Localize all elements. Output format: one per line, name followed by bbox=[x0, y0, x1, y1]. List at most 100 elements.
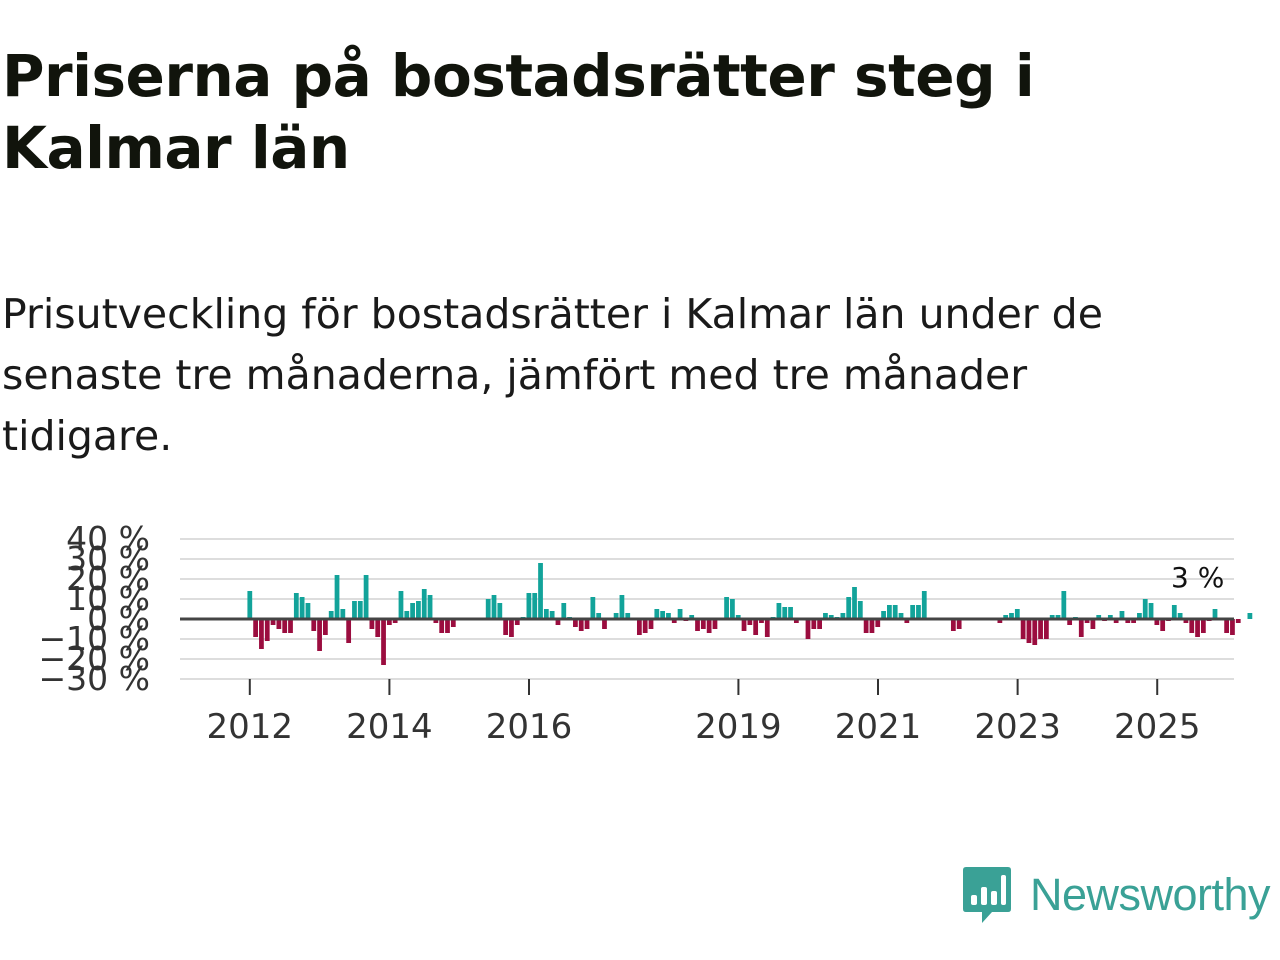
bar bbox=[840, 613, 846, 619]
bar bbox=[450, 619, 456, 627]
bar bbox=[793, 619, 799, 623]
brand-name: Newsworthy bbox=[1030, 869, 1271, 920]
bar bbox=[526, 593, 532, 619]
bar bbox=[823, 613, 828, 619]
bar bbox=[555, 619, 561, 625]
bar bbox=[485, 599, 491, 619]
y-tick-label: −10 % bbox=[39, 619, 151, 658]
bar bbox=[270, 619, 276, 625]
bar bbox=[410, 603, 415, 619]
bar bbox=[363, 575, 369, 619]
bar bbox=[590, 597, 596, 619]
bar bbox=[392, 619, 398, 623]
bar bbox=[1061, 591, 1067, 619]
bar bbox=[782, 607, 788, 619]
bar bbox=[1003, 615, 1009, 619]
bar bbox=[305, 603, 311, 619]
bar bbox=[282, 619, 288, 633]
bar bbox=[445, 619, 450, 633]
bar bbox=[386, 619, 392, 625]
bar bbox=[1084, 619, 1090, 623]
bar bbox=[439, 619, 445, 633]
x-tick-label: 2021 bbox=[835, 707, 922, 740]
bar bbox=[724, 597, 729, 619]
bar-chart: 40 %30 %20 %10 %0 %−10 %−20 %−30 % 2012 20… bbox=[39, 520, 1253, 740]
bar bbox=[578, 619, 584, 631]
bar bbox=[1014, 609, 1020, 619]
bar bbox=[916, 605, 921, 619]
bar bbox=[677, 609, 683, 619]
bar bbox=[997, 619, 1003, 623]
bar bbox=[264, 619, 270, 641]
bar bbox=[357, 601, 363, 619]
bar bbox=[892, 605, 898, 619]
gridlines bbox=[180, 538, 1234, 680]
bar bbox=[427, 595, 433, 619]
bar bbox=[1212, 609, 1218, 619]
bar bbox=[619, 595, 625, 619]
bar bbox=[671, 619, 677, 623]
bar bbox=[956, 619, 962, 629]
bar bbox=[1009, 613, 1014, 619]
bar bbox=[247, 591, 253, 619]
bar bbox=[1189, 619, 1195, 633]
bar bbox=[596, 613, 602, 619]
bar bbox=[852, 587, 857, 619]
bar bbox=[1090, 619, 1096, 629]
bar bbox=[950, 619, 956, 631]
bars bbox=[247, 563, 1253, 665]
bar bbox=[846, 597, 852, 619]
bar bbox=[352, 601, 357, 619]
bar bbox=[381, 619, 386, 665]
bar bbox=[863, 619, 869, 633]
bar bbox=[323, 619, 328, 635]
bar bbox=[1055, 615, 1061, 619]
bar bbox=[1247, 613, 1253, 619]
bar bbox=[538, 563, 543, 619]
bar bbox=[509, 619, 514, 637]
bar bbox=[1171, 605, 1177, 619]
bar bbox=[375, 619, 381, 637]
bar bbox=[1026, 619, 1032, 643]
chart-title: Priserna på bostadsrätter steg i Kalmar … bbox=[2, 42, 1035, 182]
bar bbox=[741, 619, 747, 631]
bar bbox=[648, 619, 654, 629]
bar bbox=[433, 619, 439, 623]
bar bbox=[1224, 619, 1230, 633]
bar bbox=[346, 619, 352, 643]
bar bbox=[642, 619, 648, 633]
bar bbox=[421, 589, 427, 619]
bar bbox=[700, 619, 706, 629]
bar bbox=[1230, 619, 1235, 635]
bar bbox=[625, 613, 631, 619]
bar bbox=[549, 611, 555, 619]
bar bbox=[1160, 619, 1166, 631]
bar bbox=[695, 619, 700, 631]
bar bbox=[921, 591, 927, 619]
y-tick-label: 10 % bbox=[66, 579, 150, 618]
bar bbox=[561, 603, 567, 619]
y-tick-label: −30 % bbox=[39, 659, 151, 698]
bar bbox=[1131, 619, 1136, 623]
newsworthy-logo-icon bbox=[963, 867, 1011, 923]
y-tick-label: 20 % bbox=[66, 559, 150, 598]
axis-labels: 40 %30 %20 %10 %0 %−10 %−20 %−30 % 2012 20… bbox=[39, 520, 1225, 740]
bar bbox=[1177, 613, 1183, 619]
bar bbox=[1043, 619, 1049, 639]
bar bbox=[1113, 619, 1119, 623]
bar bbox=[259, 619, 264, 649]
bar bbox=[299, 597, 305, 619]
newsworthy-brand: Newsworthy bbox=[962, 862, 1271, 928]
y-tick-label: 30 % bbox=[66, 539, 150, 578]
bar bbox=[1125, 619, 1131, 623]
x-tick-label: 2012 bbox=[207, 707, 294, 740]
x-tick-label: 2016 bbox=[486, 707, 573, 740]
bar bbox=[334, 575, 340, 619]
bar bbox=[1078, 619, 1084, 637]
bar bbox=[1200, 619, 1206, 633]
x-tick-label: 2023 bbox=[974, 707, 1061, 740]
bar bbox=[1154, 619, 1160, 625]
bar bbox=[317, 619, 322, 651]
bar bbox=[805, 619, 811, 639]
bar bbox=[689, 615, 695, 619]
